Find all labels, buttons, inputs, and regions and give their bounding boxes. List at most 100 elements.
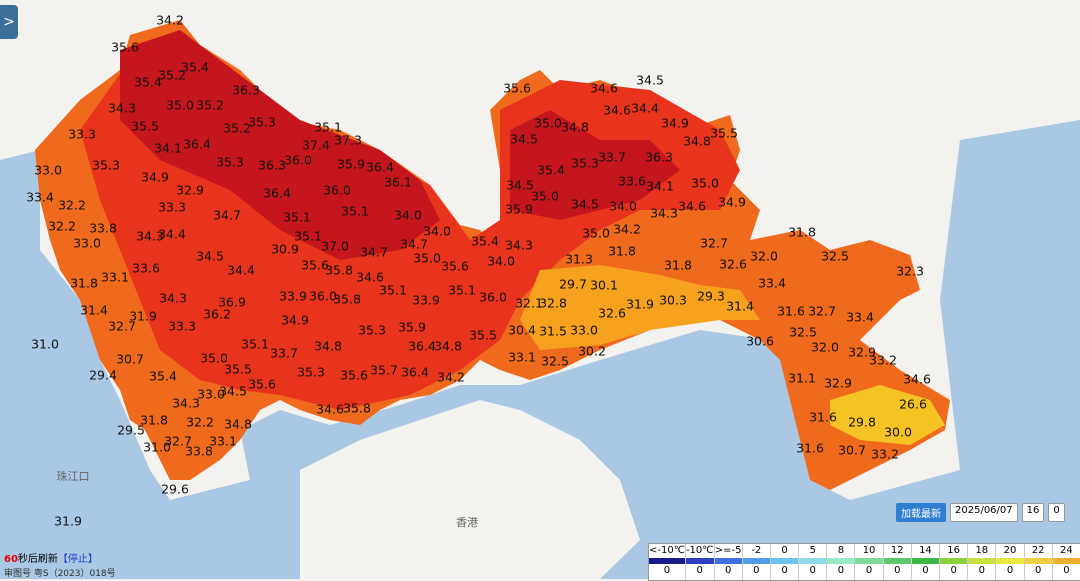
temperature-label: 34.0 [487,253,515,269]
legend-color [685,558,714,564]
load-latest-button[interactable]: 加载最新 [896,503,946,522]
temperature-label: 31.9 [626,296,654,312]
land-dark-red [120,30,440,260]
temperature-label: 36.4 [183,136,211,152]
temperature-label: 32.2 [58,197,86,213]
toggle-button[interactable]: > [0,5,18,39]
temperature-label: 35.0 [531,188,559,204]
temperature-label: 31.8 [140,412,168,428]
temperature-label: 35.3 [571,155,599,171]
minute-select[interactable]: 0 [1048,503,1065,522]
legend-threshold: 24 [1060,545,1073,556]
temperature-label: 37.0 [321,238,349,254]
temperature-label: 32.9 [176,182,204,198]
legend-count: 0 [781,565,788,576]
legend-count: 0 [809,565,816,576]
temperature-label: 35.4 [149,368,177,384]
legend-cell: 12 0 [883,544,912,580]
temperature-label: 34.7 [213,207,241,223]
temperature-label: 35.1 [379,282,407,298]
temperature-label: 35.4 [181,59,209,75]
legend-threshold: 18 [975,545,989,556]
temperature-label: 31.4 [726,298,754,314]
temperature-label: 34.8 [683,133,711,149]
legend-threshold: 5 [809,545,816,556]
temperature-label: 32.7 [808,303,836,319]
refresh-text: 秒后刷新 [17,554,58,565]
legend-cell: -2 0 [742,544,771,580]
legend-cell: 20 0 [996,544,1025,580]
legend-color [770,558,799,564]
temperature-label: 33.3 [158,199,186,215]
temperature-label: 35.7 [370,362,398,378]
temperature-label: 35.5 [469,327,497,343]
temperature-label: 35.0 [691,175,719,191]
temperature-label: 30.6 [746,333,774,349]
legend-count: 0 [696,565,703,576]
temperature-label: 35.0 [166,97,194,113]
legend-threshold: 12 [890,545,904,556]
legend-color [1024,558,1052,564]
date-select[interactable]: 2025/06/07 [950,503,1018,522]
legend-color [940,558,968,564]
legend-threshold: 8 [837,545,845,556]
temperature-label: 33.3 [168,318,196,334]
temperature-label: 31.5 [539,323,567,339]
temperature-label: 34.8 [314,338,342,354]
temperature-label: 31.1 [788,370,816,386]
temperature-label: 35.6 [301,257,329,273]
temperature-label: 36.4 [401,364,429,380]
legend-color [649,558,685,564]
legend-count: 0 [1006,565,1014,576]
temperature-label: 34.9 [718,194,746,210]
temperature-label: 33.4 [846,309,874,325]
temperature-label: 35.6 [340,367,368,383]
place-label: 香港 [456,516,478,529]
temperature-label: 35.8 [333,291,361,307]
legend-count: 0 [663,565,671,576]
legend-cell: 14 0 [911,544,941,580]
hour-select[interactable]: 16 [1021,503,1045,522]
temperature-label: 29.7 [559,276,587,292]
temperature-label: 31.8 [608,243,636,259]
temperature-label: 32.7 [164,433,192,449]
temperature-label: 35.5 [131,118,159,134]
temperature-label: 36.9 [218,294,246,310]
temperature-label: 35.9 [505,201,533,217]
temperature-label: 29.6 [161,481,189,497]
temperature-label: 35.1 [448,282,476,298]
temperature-label: 32.1 [515,295,543,311]
temperature-label: 35.3 [297,364,325,380]
temperature-label: 32.5 [789,324,817,340]
legend-cell: 16 0 [940,544,969,580]
land-light-orange [520,265,760,350]
temperature-label: 33.0 [197,386,225,402]
temperature-label: 33.3 [68,126,96,142]
temperature-label: 34.9 [141,169,169,185]
temperature-label: 34.6 [678,198,706,214]
temperature-label: 31.0 [31,336,59,352]
temperature-label: 35.0 [534,115,562,131]
temperature-label: 34.0 [394,207,422,223]
temperature-label: 34.3 [136,228,164,244]
temperature-label: 31.3 [565,251,593,267]
legend-color [855,558,883,564]
temperature-label: 34.8 [561,119,589,135]
stop-link[interactable]: 【停止】 [57,554,98,565]
temperature-label: 30.1 [590,277,618,293]
temperature-label: 33.4 [758,275,786,291]
temperature-label: 34.3 [108,100,136,116]
controls: 加载最新 2025/06/07 16 0 [896,503,1065,522]
legend-color [883,558,911,564]
temperature-label: 35.1 [341,203,369,219]
temperature-label: 35.2 [223,120,251,136]
temperature-label: 34.4 [227,262,255,278]
legend: <-10℃ 0 -10℃ 0 >=-5 0 -2 0 0 0 5 0 8 0 10 0 12 0 14 0 16 0 18 0… [648,543,1080,581]
temperature-label: 34.4 [158,226,186,242]
temperature-label: 32.3 [896,263,924,279]
temperature-label: 32.6 [598,305,626,321]
temperature-label: 34.5 [219,383,247,399]
legend-threshold: <-10℃ [649,545,685,556]
temperature-label: 30.3 [659,292,687,308]
